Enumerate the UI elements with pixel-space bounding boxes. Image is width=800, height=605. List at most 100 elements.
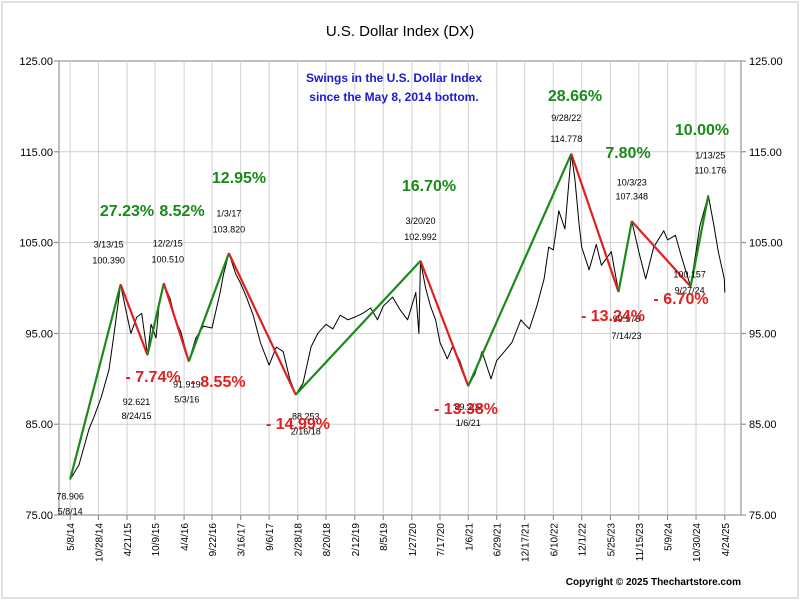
swing-percent-label: - 8.55% xyxy=(190,374,245,391)
swing-percent-label: - 14.99% xyxy=(266,416,330,433)
axis-ticks: 75.00 75.00 85.00 85.00 95.00 95.00 105.00 105.… xyxy=(19,56,782,562)
copyright-note: Copyright © 2025 Thechartstore.com xyxy=(566,577,741,588)
y-tick-label-left: 95.00 xyxy=(25,328,53,340)
x-tick-label: 4/24/25 xyxy=(721,523,732,557)
down-swing-line xyxy=(162,283,190,362)
down-swing-line xyxy=(227,252,297,396)
swing-date-label: 88.253 xyxy=(292,412,320,422)
swing-value-label: 102.992 xyxy=(404,232,437,242)
swing-date-label: 92.621 xyxy=(123,397,151,407)
x-tick-label: 5/9/24 xyxy=(664,523,675,551)
x-tick-label: 6/10/22 xyxy=(549,523,560,557)
swing-percent-label: 10.00% xyxy=(675,122,729,139)
x-tick-label: 9/6/17 xyxy=(265,523,276,551)
swing-value-label: 7/14/23 xyxy=(612,331,642,341)
swing-value-label: 100.510 xyxy=(152,254,185,264)
x-tick-label: 10/30/24 xyxy=(692,523,703,562)
swing-date-label: 99.578 xyxy=(613,314,641,324)
plot-area xyxy=(58,60,742,516)
swing-value-label: 2/16/18 xyxy=(291,427,321,437)
x-tick-label: 10/9/15 xyxy=(151,523,162,557)
up-swing-line xyxy=(467,153,573,387)
y-tick-label-right: 105.00 xyxy=(749,238,783,250)
y-tick-label-right: 115.00 xyxy=(749,147,782,159)
y-tick-label-left: 105.00 xyxy=(19,238,53,250)
y-tick-label-right: 85.00 xyxy=(749,419,777,431)
swing-percent-label: 28.66% xyxy=(548,88,602,105)
swing-value-label: 9/27/24 xyxy=(675,286,705,296)
x-tick-label: 9/22/16 xyxy=(208,523,219,557)
x-tick-label: 3/16/17 xyxy=(237,523,248,557)
swing-date-label: 1/13/25 xyxy=(695,151,725,161)
swing-percent-label: 8.52% xyxy=(159,203,204,220)
down-swing-line xyxy=(630,220,692,288)
swing-date-label: 100.157 xyxy=(673,270,706,280)
swing-percent-label: - 7.74% xyxy=(125,369,180,386)
swing-value-label: 110.176 xyxy=(694,166,726,176)
x-tick-label: 5/8/14 xyxy=(66,523,77,551)
swing-percent-label: 16.70% xyxy=(402,178,456,195)
y-tick-label-left: 85.00 xyxy=(25,419,53,431)
swing-percent-label: 12.95% xyxy=(212,170,266,187)
up-swing-line xyxy=(146,283,165,356)
down-swing-line xyxy=(570,153,620,293)
swing-value-label: 8/24/15 xyxy=(121,411,151,421)
chart-subtitle-line-2: since the May 8, 2014 bottom. xyxy=(309,90,478,104)
swing-value-label: 5/8/14 xyxy=(58,507,83,517)
swing-date-label: 10/3/23 xyxy=(617,177,647,187)
x-tick-label: 1/27/20 xyxy=(408,523,419,557)
x-tick-label: 5/25/23 xyxy=(606,523,617,557)
swing-date-label: 3/13/15 xyxy=(94,239,124,249)
swing-percent-label: - 6.70% xyxy=(653,291,708,308)
swing-date-label: 3/20/20 xyxy=(406,216,436,226)
swing-value-label: 1/6/21 xyxy=(456,418,481,428)
x-tick-label: 12/17/21 xyxy=(521,523,532,562)
down-swing-line xyxy=(119,284,149,356)
y-tick-label-right: 125.00 xyxy=(749,56,783,68)
x-tick-label: 10/28/14 xyxy=(94,523,105,562)
up-swing-line xyxy=(187,252,230,362)
up-swing-line xyxy=(69,284,122,480)
y-tick-label-left: 125.00 xyxy=(19,56,53,68)
x-tick-label: 4/21/15 xyxy=(123,523,134,557)
annotations: 78.906 5/8/14 3/13/15 100.390 92.621 8/24/15 1… xyxy=(56,88,729,517)
x-tick-label: 2/28/18 xyxy=(294,523,305,557)
x-tick-label: 2/12/19 xyxy=(351,523,362,557)
y-tick-label-left: 115.00 xyxy=(20,147,53,159)
up-swing-line xyxy=(294,260,422,396)
swing-percent-label: 27.23% xyxy=(100,203,154,220)
swing-date-label: 91.919 xyxy=(173,379,201,389)
y-tick-label-left: 75.00 xyxy=(25,510,53,522)
swing-value-label: 107.348 xyxy=(616,191,649,201)
swing-date-label: 89.209 xyxy=(454,402,482,412)
x-tick-label: 12/1/22 xyxy=(578,523,589,557)
x-tick-label: 8/5/19 xyxy=(379,523,390,551)
swing-date-label: 1/3/17 xyxy=(216,208,241,218)
swing-value-label: 103.820 xyxy=(213,224,246,234)
swing-value-label: 114.778 xyxy=(550,134,582,144)
down-swing-line xyxy=(419,260,470,387)
swing-value-label: 100.390 xyxy=(92,255,125,265)
swing-date-label: 12/2/15 xyxy=(153,238,183,248)
y-tick-label-right: 75.00 xyxy=(749,510,777,522)
swing-percent-label: - 13.24% xyxy=(581,308,645,325)
x-tick-label: 7/17/20 xyxy=(436,523,447,557)
swing-date-label: 78.906 xyxy=(56,492,84,502)
swing-date-label: 9/28/22 xyxy=(551,113,581,123)
y-tick-label-right: 95.00 xyxy=(749,328,777,340)
swing-lines xyxy=(69,153,710,480)
x-tick-label: 4/4/16 xyxy=(180,523,191,551)
chart-subtitle-line-1: Swings in the U.S. Dollar Index xyxy=(306,71,482,85)
x-tick-label: 11/15/23 xyxy=(635,523,646,562)
x-tick-label: 8/20/18 xyxy=(322,523,333,557)
x-tick-label: 6/29/21 xyxy=(493,523,504,557)
swing-percent-label: 7.80% xyxy=(605,145,650,162)
gridlines xyxy=(59,61,741,515)
up-swing-line xyxy=(617,221,633,293)
up-swing-line xyxy=(689,195,710,287)
swing-value-label: 5/3/16 xyxy=(174,394,199,404)
x-tick-label: 1/6/21 xyxy=(464,523,475,551)
swing-percent-label: - 13.38% xyxy=(434,401,498,418)
